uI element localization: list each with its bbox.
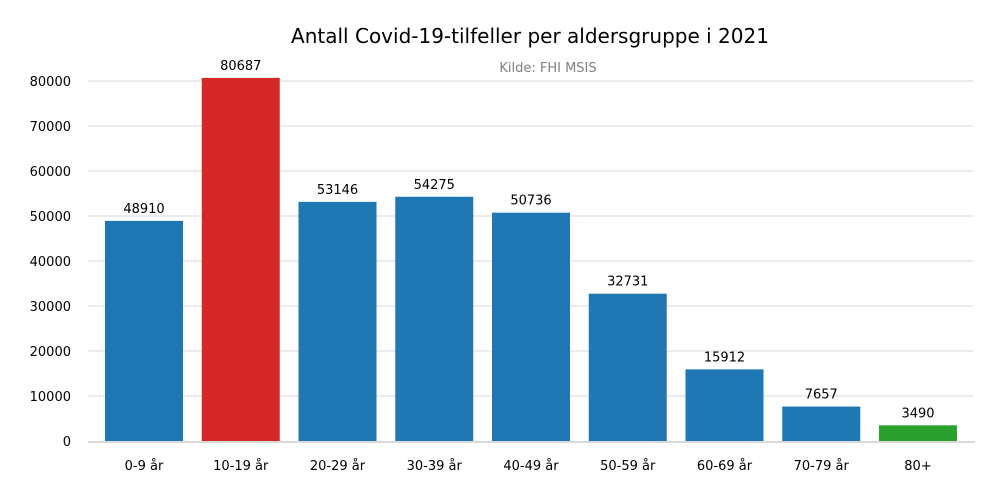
data-labels: 48910 80687 53146 54275 50736 32731 15912 7657 3… xyxy=(123,59,934,421)
data-label: 7657 xyxy=(805,388,838,403)
bar xyxy=(298,201,377,441)
bar xyxy=(395,196,474,441)
x-axis-ticks: 0-9 år 10-19 år 20-29 år 30-39 år 40-49 år 50… xyxy=(125,459,932,474)
y-axis-ticks: 0 10000 20000 30000 40000 50000 60000 70000 8000… xyxy=(30,75,71,450)
x-tick-label: 50-59 år xyxy=(600,459,656,474)
data-label: 53146 xyxy=(317,183,358,198)
y-tick-label: 70000 xyxy=(30,120,71,135)
x-tick-label: 60-69 år xyxy=(697,459,753,474)
y-tick-label: 50000 xyxy=(30,210,71,225)
x-tick-label: 30-39 år xyxy=(407,459,463,474)
bars xyxy=(105,77,957,441)
chart-subtitle: Kilde: FHI MSIS xyxy=(499,61,596,76)
y-tick-label: 0 xyxy=(63,435,71,450)
x-tick-label: 70-79 år xyxy=(794,459,850,474)
data-label: 15912 xyxy=(704,350,745,365)
data-label: 32731 xyxy=(607,275,648,290)
bar xyxy=(685,369,764,441)
data-label: 3490 xyxy=(901,406,934,421)
x-tick-label: 20-29 år xyxy=(310,459,366,474)
y-tick-label: 10000 xyxy=(30,390,71,405)
chart-title: Antall Covid-19-tilfeller per aldersgrup… xyxy=(291,24,769,48)
bar xyxy=(782,406,861,441)
data-label: 54275 xyxy=(414,178,455,193)
bar xyxy=(588,293,667,441)
y-tick-label: 80000 xyxy=(30,75,71,90)
data-label: 50736 xyxy=(510,194,551,209)
x-tick-label: 10-19 år xyxy=(213,459,269,474)
bar xyxy=(201,77,280,441)
y-tick-label: 40000 xyxy=(30,255,71,270)
bar xyxy=(105,220,183,441)
data-label: 48910 xyxy=(123,202,164,217)
y-tick-label: 30000 xyxy=(30,300,71,315)
y-tick-label: 20000 xyxy=(30,345,71,360)
bar xyxy=(492,212,570,441)
data-label: 80687 xyxy=(220,59,261,74)
y-tick-label: 60000 xyxy=(30,165,71,180)
bar xyxy=(879,425,957,441)
x-tick-label: 0-9 år xyxy=(125,459,164,474)
x-tick-label: 40-49 år xyxy=(503,459,559,474)
x-tick-label: 80+ xyxy=(904,459,931,474)
